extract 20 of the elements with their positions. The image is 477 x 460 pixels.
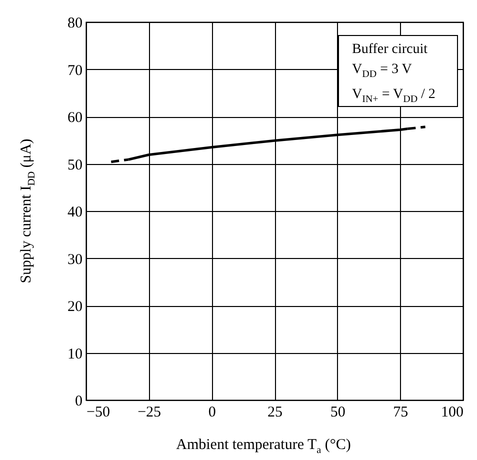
- x-tick-label: 100: [441, 404, 464, 420]
- x-axis-title: Ambient temperature T$_{a}$ (°C): [175, 437, 352, 456]
- y-tick-label: 40: [68, 204, 82, 220]
- x-tick-label: 50: [330, 404, 346, 420]
- y-tick-label: 50: [68, 157, 82, 174]
- x-tick-label: −50: [86, 404, 110, 420]
- x-tick-label: 0: [208, 404, 216, 420]
- y-tick-label: 60: [68, 110, 82, 126]
- y-tick-label: 10: [68, 346, 82, 362]
- x-tick-label: 25: [268, 404, 282, 420]
- y-tick-label: 80: [68, 16, 82, 32]
- y-tick-label: 0: [75, 394, 82, 410]
- y-tick-label: 30: [68, 252, 82, 268]
- y-tick-label: 20: [68, 299, 82, 315]
- y-tick-label: 70: [68, 62, 82, 79]
- annotation: V$_{IN+}$ = V$_{DD}$ / 2: [352, 86, 436, 107]
- x-tick-label: 75: [393, 404, 408, 420]
- annotation: Buffer circuit: [352, 41, 429, 59]
- annotation: V$_{DD}$ = 3 V: [352, 61, 413, 82]
- x-tick-label: −25: [138, 404, 162, 420]
